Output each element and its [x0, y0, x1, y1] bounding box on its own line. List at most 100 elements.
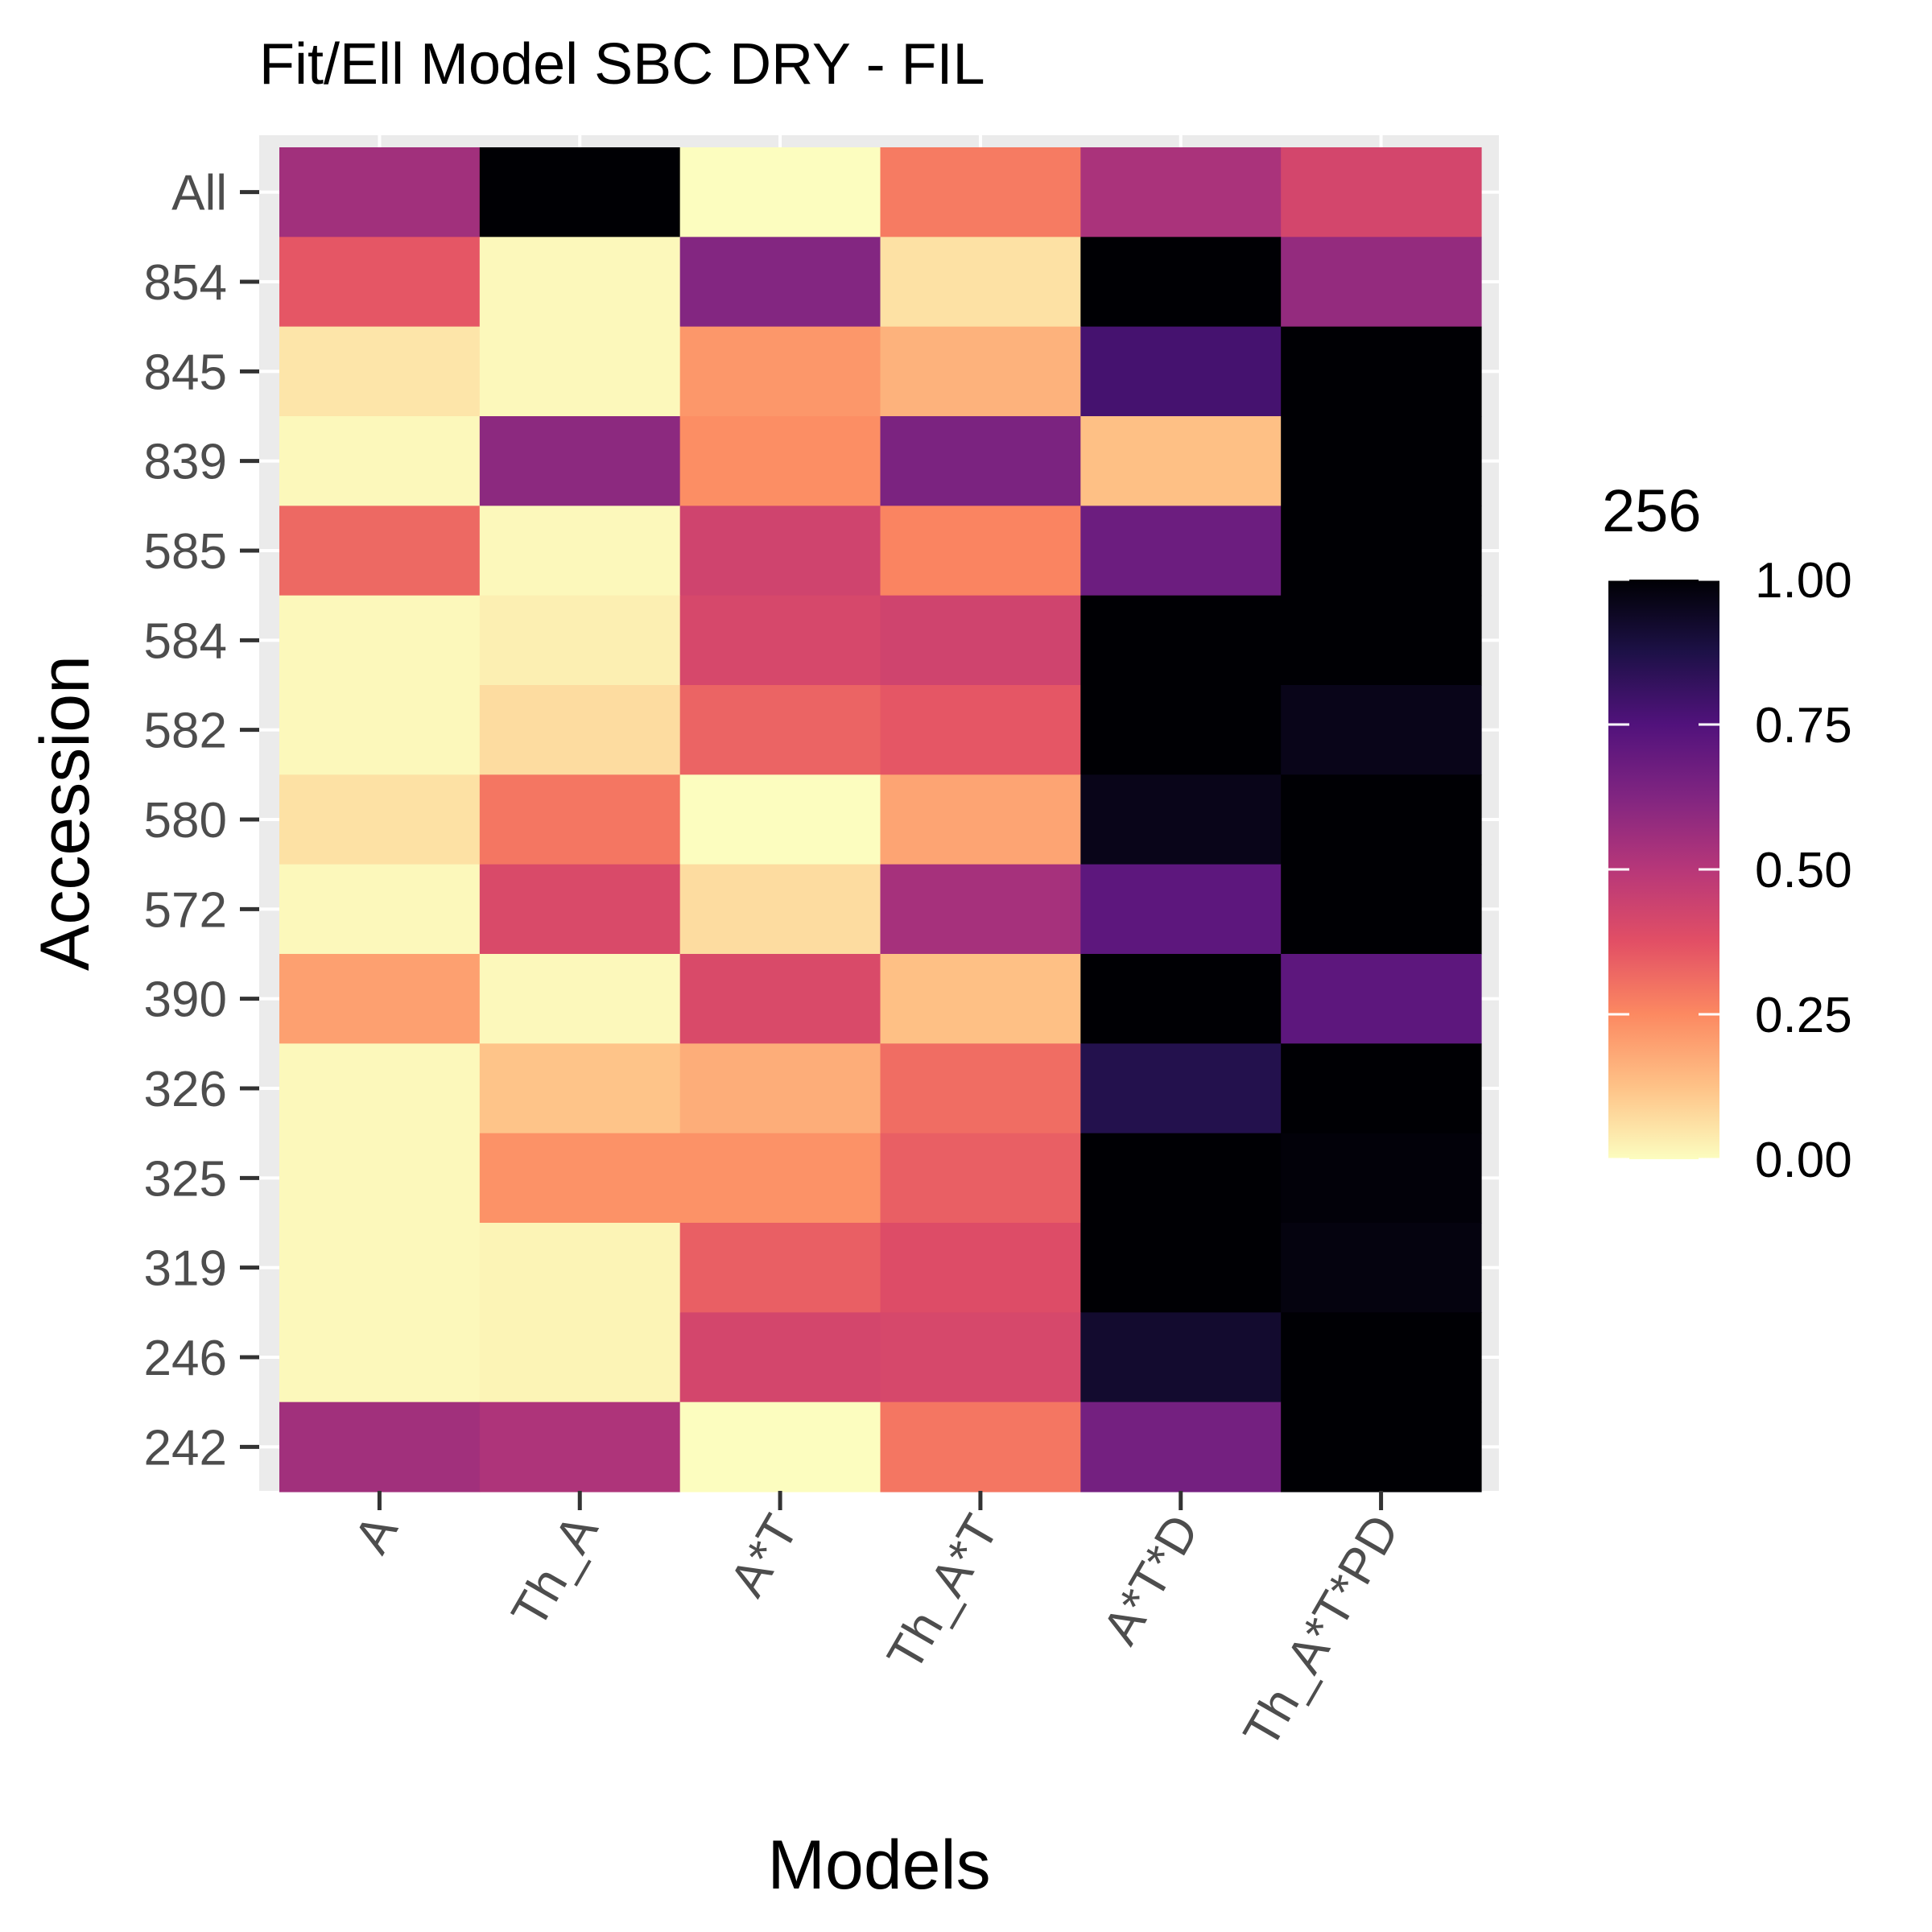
heatmap-cell: [880, 1402, 1081, 1492]
heatmap-cell: [1281, 326, 1482, 417]
heatmap-cell: [479, 147, 681, 237]
heatmap-cell: [479, 685, 681, 775]
legend-tick-label: 0.25: [1755, 988, 1852, 1043]
heatmap-cell: [679, 1043, 881, 1134]
heatmap-cell: [1080, 685, 1282, 775]
x-tick-label: Th_A: [502, 1505, 609, 1637]
heatmap-cell: [679, 416, 881, 506]
y-tick-label: 839: [144, 435, 227, 490]
x-tick-label: A: [344, 1505, 409, 1563]
heatmap-cell: [880, 864, 1081, 955]
heatmap-cell: [679, 237, 881, 328]
heatmap-cell: [880, 147, 1081, 237]
heatmap-cell: [679, 595, 881, 686]
heatmap-cell: [279, 506, 481, 597]
heatmap-cell: [880, 954, 1081, 1044]
heatmap-cells: [279, 147, 1482, 1492]
heatmap-cell: [1080, 954, 1282, 1044]
y-tick-label: 242: [144, 1420, 227, 1476]
heatmap-cell: [679, 506, 881, 597]
y-axis-title: Accession: [27, 655, 104, 971]
heatmap-cell: [880, 1043, 1081, 1134]
heatmap-cell: [479, 326, 681, 417]
heatmap-cell: [479, 506, 681, 597]
heatmap-cell: [679, 685, 881, 775]
heatmap-cell: [1281, 1043, 1482, 1134]
heatmap-cell: [880, 326, 1081, 417]
heatmap-cell: [880, 1312, 1081, 1403]
legend-tick-label: 0.50: [1755, 843, 1852, 898]
y-tick-label: 584: [144, 613, 227, 669]
heatmap-cell: [1080, 506, 1282, 597]
heatmap-cell: [279, 237, 481, 328]
heatmap-cell: [279, 685, 481, 775]
heatmap-cell: [1080, 237, 1282, 328]
heatmap-cell: [479, 595, 681, 686]
heatmap-cell: [279, 954, 481, 1044]
heatmap-cell: [880, 1133, 1081, 1224]
legend-tick-label: 0.75: [1755, 698, 1852, 753]
color-legend: 256 1.00 0.75 0.50 0.25 0.00: [1602, 477, 1852, 1188]
heatmap-cell: [279, 1043, 481, 1134]
x-tick-label: A*T*D: [1092, 1506, 1210, 1654]
y-tick-label: 319: [144, 1241, 227, 1297]
heatmap-cell: [1080, 1312, 1282, 1403]
heatmap-cell: [1080, 326, 1282, 417]
heatmap-cell: [1281, 685, 1482, 775]
heatmap-cell: [679, 1312, 881, 1403]
heatmap-cell: [279, 595, 481, 686]
legend-tick-label: 1.00: [1755, 553, 1852, 609]
heatmap-cell: [279, 1312, 481, 1403]
heatmap-cell: [1281, 864, 1482, 955]
heatmap-cell: [279, 1133, 481, 1224]
chart-title: Fit/Ell Model SBC DRY - FIL: [259, 32, 985, 97]
legend-tick-label: 0.00: [1755, 1133, 1852, 1188]
heatmap-cell: [880, 1223, 1081, 1313]
legend-title: 256: [1602, 477, 1701, 544]
heatmap-cell: [279, 774, 481, 865]
y-tick-label: 580: [144, 793, 227, 848]
heatmap-cell: [479, 1133, 681, 1224]
heatmap-cell: [479, 954, 681, 1044]
heatmap-cell: [880, 595, 1081, 686]
heatmap-cell: [1281, 954, 1482, 1044]
heatmap-cell: [1080, 774, 1282, 865]
heatmap-cell: [1080, 416, 1282, 506]
y-tick-label: 854: [144, 255, 227, 311]
x-axis-title: Models: [767, 1827, 990, 1904]
heatmap-cell: [679, 864, 881, 955]
heatmap-cell: [1080, 1223, 1282, 1313]
heatmap-cell: [679, 326, 881, 417]
heatmap-cell: [880, 774, 1081, 865]
heatmap-cell: [880, 685, 1081, 775]
heatmap-cell: [479, 237, 681, 328]
heatmap-cell: [679, 1223, 881, 1313]
y-tick-label: 845: [144, 345, 227, 400]
heatmap-cell: [880, 416, 1081, 506]
heatmap-cell: [880, 237, 1081, 328]
y-tick-label: All: [171, 166, 227, 221]
heatmap-cell: [479, 1223, 681, 1313]
x-tick-label: A*T: [720, 1506, 809, 1606]
heatmap-cell: [1080, 864, 1282, 955]
y-tick-label: 325: [144, 1151, 227, 1207]
y-axis: All 854 845 839 585 584 582 580 572 390 326 325 319 2…: [144, 166, 259, 1476]
y-tick-label: 585: [144, 524, 227, 580]
heatmap-cell: [1281, 1223, 1482, 1313]
heatmap-cell: [679, 147, 881, 237]
heatmap-cell: [479, 1043, 681, 1134]
heatmap-cell: [679, 1402, 881, 1492]
heatmap-cell: [679, 1133, 881, 1224]
heatmap-cell: [1281, 416, 1482, 506]
heatmap-cell: [679, 954, 881, 1044]
heatmap-cell: [279, 864, 481, 955]
y-tick-label: 326: [144, 1062, 227, 1117]
y-tick-label: 582: [144, 704, 227, 759]
y-tick-label: 572: [144, 882, 227, 938]
x-axis: A Th_A A*T Th_A*T A*T*D Th_A*T*PD: [344, 1491, 1410, 1757]
heatmap-cell: [479, 864, 681, 955]
heatmap-cell: [1281, 1312, 1482, 1403]
heatmap-cell: [1080, 1402, 1282, 1492]
heatmap-cell: [1080, 147, 1282, 237]
